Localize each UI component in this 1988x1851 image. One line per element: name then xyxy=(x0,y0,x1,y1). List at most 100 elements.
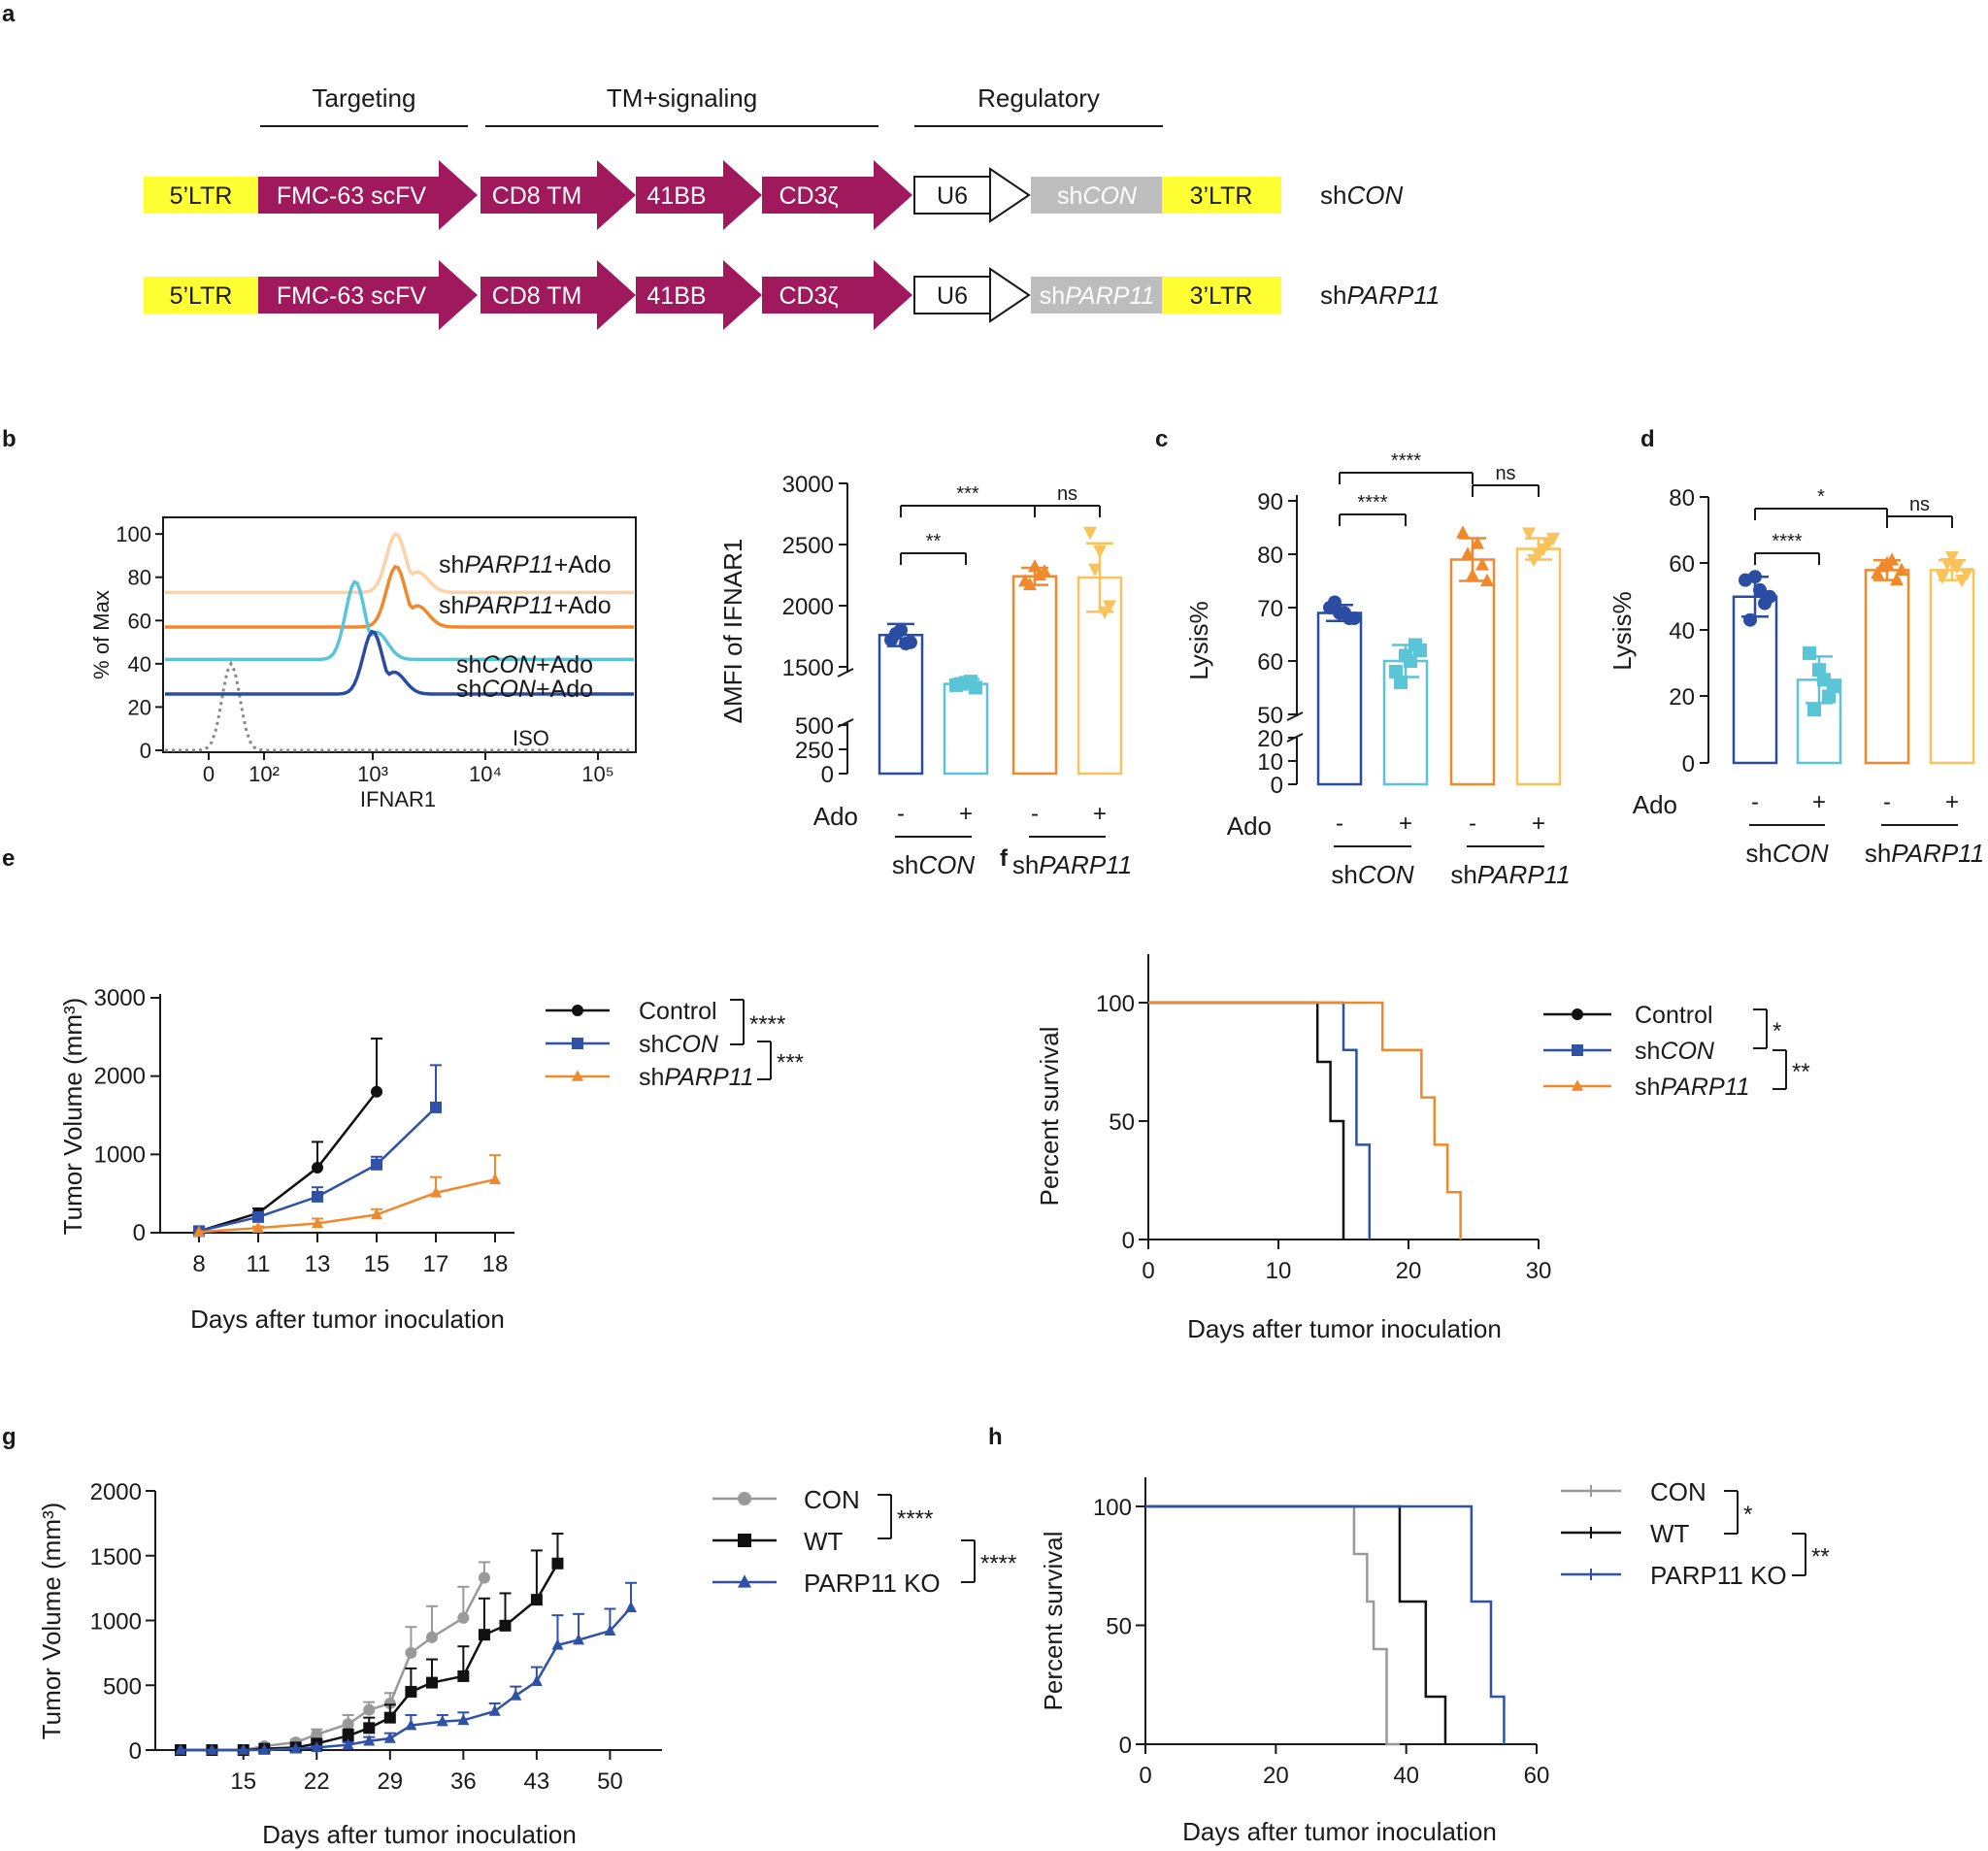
panel-letter-d: d xyxy=(1640,426,1655,452)
y-tick-label: 0 xyxy=(140,739,151,763)
group-label: shCON xyxy=(892,850,975,879)
construct-arrow xyxy=(762,260,912,330)
series-line xyxy=(198,1091,378,1233)
data-point xyxy=(252,1221,264,1233)
y-tick-label: 50 xyxy=(1106,1614,1132,1640)
y-tick-label: 50 xyxy=(1109,1109,1135,1136)
axis-break xyxy=(837,668,854,678)
x-tick-label: 30 xyxy=(1526,1258,1552,1284)
iso-label: ISO xyxy=(513,726,549,750)
data-point xyxy=(1527,553,1541,568)
x-tick-label: + xyxy=(1945,789,1959,815)
x-tick-label: + xyxy=(1399,810,1412,837)
data-point xyxy=(489,1173,501,1184)
y-tick-label: 90 xyxy=(1257,489,1283,515)
survival-curve xyxy=(1145,1504,1506,1744)
y-tick-label: 0 xyxy=(1682,751,1695,777)
data-point xyxy=(1871,566,1884,579)
group-label: shPARP11 xyxy=(1865,839,1984,868)
data-point xyxy=(1413,644,1427,657)
data-point xyxy=(1098,606,1111,619)
data-point xyxy=(383,1732,396,1743)
legend-label: shPARP11 xyxy=(639,1064,754,1091)
x-tick-label: 29 xyxy=(377,1768,403,1795)
group-label: shPARP11 xyxy=(1450,860,1570,889)
bar xyxy=(943,682,989,776)
histogram-series-label: shPARP11+Ado xyxy=(439,551,612,578)
data-point xyxy=(312,1216,323,1229)
data-point xyxy=(405,1719,417,1731)
data-point xyxy=(1466,568,1479,581)
data-point xyxy=(604,1624,616,1636)
data-point xyxy=(1803,645,1816,660)
sig-label: * xyxy=(1817,486,1825,508)
cd3z-label: CD3ζ xyxy=(779,182,838,210)
data-point xyxy=(289,1742,302,1754)
sig-label: **** xyxy=(1772,531,1802,552)
y-tick-label: 60 xyxy=(1257,649,1283,676)
histogram-series xyxy=(165,579,634,662)
legend-marker xyxy=(572,1038,583,1049)
data-point xyxy=(1895,562,1908,576)
legend-label: shCON xyxy=(1635,1038,1715,1065)
panel-letter-g: g xyxy=(2,1424,17,1450)
bar xyxy=(1449,558,1496,786)
y-tick-label: 100 xyxy=(1096,991,1135,1017)
bar xyxy=(878,633,924,776)
y-tick-label: 10 xyxy=(1257,749,1283,776)
sig-label: ns xyxy=(1057,483,1077,505)
data-point xyxy=(383,1697,396,1709)
x-tick-label: 20 xyxy=(1263,1763,1289,1789)
x-tick-label: 22 xyxy=(304,1768,330,1795)
x-tick-label: 20 xyxy=(1396,1258,1422,1284)
data-point xyxy=(1748,570,1762,584)
legend-marker xyxy=(738,1534,751,1547)
cd8tm-label: CD8 TM xyxy=(492,182,582,210)
y-tick-label: 0 xyxy=(129,1738,142,1765)
y-axis-label: Percent survival xyxy=(1039,1532,1068,1711)
group-label: shPARP11 xyxy=(1012,850,1132,879)
legend-marker xyxy=(738,1492,751,1505)
data-point xyxy=(1537,543,1550,557)
y-tick-label: 2500 xyxy=(782,533,834,559)
x-tick-label: 15 xyxy=(230,1768,256,1795)
41bb-label: 41BB xyxy=(646,282,706,310)
legend-label: shCON xyxy=(639,1031,719,1058)
y-tick-label: 60 xyxy=(128,609,151,633)
histogram-series-label: shCON+Ado xyxy=(456,651,593,678)
ltr3-label: 3’LTR xyxy=(1190,282,1253,310)
data-point xyxy=(1347,611,1361,625)
data-point xyxy=(478,1571,490,1584)
data-point xyxy=(1471,536,1484,549)
u6-label: U6 xyxy=(937,182,968,210)
data-point xyxy=(1461,546,1474,560)
data-point xyxy=(311,1740,323,1753)
data-point xyxy=(457,1611,470,1624)
construct-name: shPARP11 xyxy=(1320,281,1440,310)
y-tick-label: 1000 xyxy=(94,1141,146,1168)
ado-label: Ado xyxy=(1227,811,1272,841)
x-tick-label: 40 xyxy=(1393,1763,1419,1789)
scfv-label: FMC-63 scFV xyxy=(277,182,427,210)
x-tick-label: 17 xyxy=(423,1251,449,1277)
data-point xyxy=(405,1646,417,1659)
data-point xyxy=(1885,552,1899,566)
data-point xyxy=(363,1735,376,1746)
legend-marker xyxy=(572,1005,583,1016)
legend-marker xyxy=(1572,1044,1583,1056)
construct-arrow xyxy=(258,260,478,330)
x-tick-label: 10⁴ xyxy=(469,762,502,786)
group-label: shCON xyxy=(1331,860,1413,889)
survival-curve xyxy=(1145,1504,1400,1746)
group-label: shCON xyxy=(1745,839,1828,868)
sig-label: **** xyxy=(1391,450,1421,472)
x-tick-label: 8 xyxy=(192,1251,205,1277)
data-point xyxy=(573,1633,585,1645)
y-tick-label: 1500 xyxy=(90,1544,142,1570)
data-point xyxy=(1945,551,1959,565)
data-point xyxy=(383,1711,396,1724)
ltr3-box xyxy=(1162,277,1281,314)
histogram-series xyxy=(165,629,634,696)
y-tick-label: 1500 xyxy=(782,655,834,681)
y-tick-label: 0 xyxy=(133,1220,146,1246)
